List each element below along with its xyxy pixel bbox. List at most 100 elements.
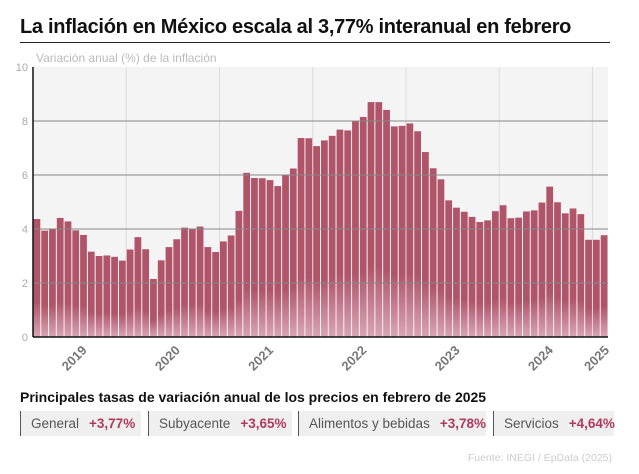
bar (212, 251, 219, 337)
rate-label: Alimentos y bebidas (309, 416, 430, 431)
rate-box-subyacente: Subyacente +3,65% (148, 411, 292, 436)
bar (390, 126, 398, 338)
bar (227, 235, 235, 337)
bar (305, 138, 313, 337)
bar (173, 239, 181, 337)
bar (297, 138, 305, 337)
bar-chart: 0 2 4 6 8 10 2019 2020 2021 2022 2023 2024 2025 (16, 62, 612, 374)
bar (577, 214, 585, 337)
x-tick-label: 2023 (432, 343, 463, 374)
bar (437, 179, 445, 337)
bar (219, 241, 227, 337)
bar (523, 211, 530, 337)
bar (429, 168, 437, 337)
bar (515, 217, 523, 337)
bar (538, 202, 546, 337)
chart-title: La inflación en México escala al 3,77% i… (20, 16, 572, 38)
bar (344, 130, 352, 337)
bar (142, 249, 150, 337)
bar (64, 221, 72, 337)
bar (80, 234, 87, 337)
bar (569, 208, 577, 337)
y-tick-label: 2 (22, 278, 28, 290)
y-tick-label: 10 (16, 62, 28, 74)
y-axis-label: Variación anual (%) de la inflación (36, 51, 217, 65)
source-note: Fuente: INEGI / EpData (2025) (467, 452, 612, 464)
bar (56, 217, 64, 337)
rate-value: +3,77% (89, 416, 136, 431)
bar (274, 186, 282, 337)
rate-label: Subyacente (159, 416, 231, 431)
x-tick-label: 2024 (525, 342, 557, 374)
bar (414, 131, 422, 337)
rate-value: +4,64% (568, 416, 615, 431)
bar (468, 216, 476, 337)
bar (87, 251, 95, 337)
bar (359, 116, 367, 337)
bar (592, 239, 600, 337)
bar (111, 256, 118, 337)
title-divider (20, 42, 610, 43)
bar (460, 211, 468, 337)
bar (266, 180, 274, 337)
bar (126, 249, 134, 337)
bar (103, 255, 111, 337)
rate-box-general: General +3,77% (20, 411, 141, 436)
bar (375, 102, 383, 337)
x-tick-label: 2022 (338, 343, 369, 374)
bar (422, 152, 429, 337)
bar (484, 220, 491, 337)
rate-label: Servicios (504, 416, 559, 431)
rate-box-servicios: Servicios +4,64% (493, 411, 615, 436)
bar (150, 278, 157, 337)
bar (118, 260, 126, 337)
bar (157, 260, 165, 337)
bar (406, 123, 414, 338)
bar (476, 221, 484, 337)
bar (33, 219, 41, 337)
bar (328, 135, 336, 337)
x-tick-label: 2025 (581, 343, 612, 374)
bar (95, 256, 103, 337)
x-tick-label: 2021 (245, 343, 276, 374)
rate-value: +3,78% (439, 416, 486, 431)
rate-box-alimentos: Alimentos y bebidas +3,78% (298, 411, 486, 436)
bar (445, 200, 453, 337)
bar (491, 211, 499, 337)
y-tick-label: 0 (22, 332, 28, 344)
x-tick-label: 2019 (59, 343, 90, 374)
bar (251, 177, 258, 337)
y-tick-label: 8 (22, 116, 28, 128)
bar (41, 230, 49, 337)
bar (165, 247, 173, 337)
bar (181, 227, 188, 337)
bar (398, 125, 406, 337)
bar (204, 247, 212, 337)
bar (600, 235, 608, 337)
bar (546, 186, 554, 337)
bar (367, 102, 375, 337)
y-tick-label: 4 (22, 224, 28, 236)
bar (289, 168, 297, 337)
bar (72, 230, 80, 337)
rates-title: Principales tasas de variación anual de … (20, 389, 487, 405)
x-tick-label: 2020 (152, 343, 183, 374)
bar (585, 239, 592, 337)
bar (561, 213, 569, 337)
bar (336, 129, 344, 337)
bar (282, 175, 289, 337)
rate-value: +3,65% (240, 416, 287, 431)
bar (258, 178, 266, 337)
bar (321, 140, 328, 337)
bar (235, 210, 243, 337)
y-tick-label: 6 (22, 170, 28, 182)
bar (243, 172, 251, 337)
rate-label: General (31, 416, 80, 431)
bar (134, 237, 142, 337)
bar (507, 218, 515, 337)
bar (554, 202, 561, 337)
bar (530, 210, 538, 337)
bar (383, 109, 390, 338)
bar (453, 207, 460, 337)
bar (313, 146, 320, 337)
